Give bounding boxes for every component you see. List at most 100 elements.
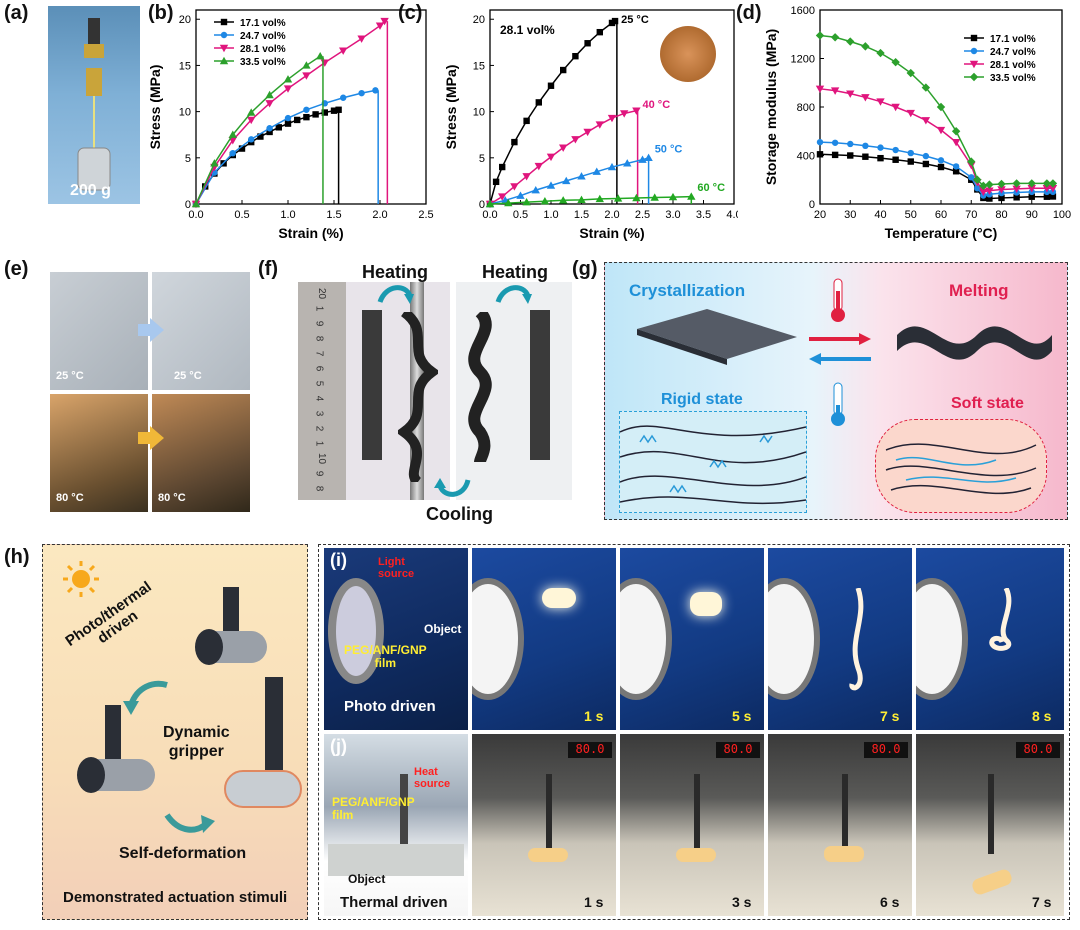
data-point xyxy=(559,196,568,204)
dynamic-gripper-label: Dynamic gripper xyxy=(163,724,230,760)
data-point xyxy=(632,193,641,202)
series-line xyxy=(489,109,637,205)
data-point xyxy=(577,172,586,180)
data-point xyxy=(1042,185,1052,193)
data-point xyxy=(247,116,256,125)
data-point xyxy=(510,183,519,191)
data-point xyxy=(876,48,885,58)
strip-coil xyxy=(468,312,492,462)
x-tick-label: 0.5 xyxy=(513,209,528,221)
photo-weight-test: 200 g xyxy=(48,6,140,204)
temp-label-e1: 25 °C xyxy=(56,370,84,382)
x-tick-label: 20 xyxy=(814,209,826,221)
data-point xyxy=(595,194,604,203)
data-point xyxy=(1012,185,1021,194)
soft-state-label: Soft state xyxy=(951,395,1024,412)
series-3 xyxy=(191,51,325,208)
panel-label-i: (i) xyxy=(330,550,347,570)
data-point xyxy=(228,130,237,138)
data-point xyxy=(937,157,945,164)
x-tick-label: 1.5 xyxy=(574,209,589,221)
data-point xyxy=(906,68,915,78)
gripper-holding xyxy=(224,677,302,808)
data-point xyxy=(936,102,946,112)
ruler-number: 6 xyxy=(313,365,325,372)
soft-sheet xyxy=(897,326,1052,360)
data-point xyxy=(632,107,641,115)
photo-e-2: 25 °C xyxy=(152,272,250,390)
series-1 xyxy=(192,87,379,208)
legend-marker xyxy=(969,72,979,82)
sun-icon xyxy=(63,561,99,597)
data-point xyxy=(613,194,623,202)
x-axis-label: Strain (%) xyxy=(579,225,644,241)
data-point xyxy=(284,120,292,127)
data-point xyxy=(302,72,311,80)
y-axis-label: Stress (MPa) xyxy=(444,65,459,150)
temp-label-e3: 80 °C xyxy=(56,492,84,504)
data-point xyxy=(985,187,994,195)
data-point xyxy=(559,144,568,152)
y-tick-label: 15 xyxy=(179,60,191,72)
time-label-i1: 1 s xyxy=(584,708,604,724)
ruler-number: 9 xyxy=(313,470,325,477)
photo-j-6s: 80.0 6 s xyxy=(768,734,912,916)
data-point xyxy=(979,188,988,197)
data-point xyxy=(577,195,586,204)
data-point xyxy=(562,176,571,185)
ruler-number: 1 xyxy=(313,440,325,447)
data-point xyxy=(907,149,914,157)
data-point xyxy=(266,125,273,132)
y-tick-label: 1600 xyxy=(791,5,815,17)
data-point xyxy=(846,90,855,98)
data-point xyxy=(283,85,293,93)
legend-label: 28.1 vol% xyxy=(240,44,286,55)
data-point xyxy=(275,124,282,131)
photo-j-3s: 80.0 3 s xyxy=(620,734,764,916)
cooling-label: Cooling xyxy=(426,504,493,524)
data-point xyxy=(1012,179,1021,188)
label-40c: 40 °C xyxy=(643,99,671,111)
data-point xyxy=(283,75,293,83)
data-point xyxy=(511,138,518,146)
temp-display: 80.0 xyxy=(568,742,612,758)
film-label-i: PEG/ANF/GNP film xyxy=(344,643,427,670)
data-point xyxy=(1027,185,1036,193)
data-point xyxy=(907,158,914,165)
data-point xyxy=(877,154,884,162)
x-tick-label: 40 xyxy=(874,209,886,221)
film-label-j: PEG/ANF/GNP film xyxy=(332,795,415,822)
data-point xyxy=(831,151,839,159)
data-point xyxy=(492,178,500,186)
legend-label: 24.7 vol% xyxy=(990,47,1036,58)
data-point xyxy=(522,173,531,181)
data-point xyxy=(1049,193,1057,200)
data-point xyxy=(830,33,840,42)
legend-marker xyxy=(219,44,229,53)
soft-network xyxy=(875,419,1047,513)
series-line xyxy=(195,109,339,205)
x-tick-label: 3.0 xyxy=(665,209,680,221)
data-point xyxy=(595,121,604,129)
photo-e-1: 25 °C xyxy=(50,272,148,390)
weight-label: 200 g xyxy=(70,182,111,199)
cycle-arrow-icon xyxy=(123,680,168,715)
legend-label: 17.1 vol% xyxy=(240,18,286,29)
data-point xyxy=(302,61,311,69)
gripper-wrapping xyxy=(77,705,155,793)
photo-driven-label: Photo driven xyxy=(344,698,436,715)
data-point xyxy=(330,107,338,114)
data-point xyxy=(357,35,366,43)
photo-j-1s: 80.0 1 s xyxy=(472,734,616,916)
legend-marker xyxy=(970,34,978,42)
x-tick-label: 2.0 xyxy=(372,209,387,221)
cycle-arrow-icon xyxy=(164,813,215,833)
data-point xyxy=(320,59,329,67)
chart-annotation: 28.1 vol% xyxy=(500,23,555,37)
photo-i-5s: 5 s xyxy=(620,548,764,730)
data-point xyxy=(257,133,264,140)
ruler-number: 8 xyxy=(313,485,325,492)
y-tick-label: 0 xyxy=(479,199,485,211)
data-point xyxy=(535,99,542,106)
data-point xyxy=(650,193,659,201)
